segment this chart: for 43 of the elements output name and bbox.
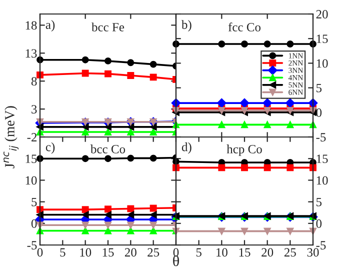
x-tick-label: 15 bbox=[239, 248, 250, 257]
y-tick-label: 8 bbox=[31, 77, 37, 86]
x-tick-label: 25 bbox=[148, 248, 160, 257]
y-tick-label: -5 bbox=[316, 241, 326, 250]
y-tick-label: 15 bbox=[26, 154, 37, 164]
x-tick-label: 0 bbox=[37, 248, 43, 257]
y-tick-label: -2 bbox=[27, 133, 37, 142]
y-axis-title: J$^{nc}$$_{ij}$ (meV) bbox=[4, 106, 19, 168]
y-tick-label: 3 bbox=[32, 105, 37, 114]
x-tick-label: 20 bbox=[124, 248, 136, 257]
x-tick-label: 30 bbox=[307, 248, 319, 257]
text: hcp Co bbox=[226, 144, 262, 156]
x-tick-label: 10 bbox=[80, 248, 92, 257]
text: fcc Co bbox=[228, 22, 261, 32]
y-tick-label: 10 bbox=[316, 59, 328, 68]
annotation: a) bbox=[46, 20, 55, 32]
x-tick-label: 25 bbox=[284, 248, 296, 257]
y-tick-label: 5 bbox=[316, 198, 322, 206]
x-tick-label: 20 bbox=[262, 248, 274, 257]
annotation: d) bbox=[182, 142, 192, 154]
y-tick-label: 13 bbox=[26, 49, 37, 58]
y-tick-label: 10 bbox=[316, 176, 328, 185]
y-tick-label: 5 bbox=[316, 84, 322, 92]
chart-title: bcc Co bbox=[90, 144, 126, 154]
y-tick-label: 10 bbox=[26, 176, 37, 185]
x-axis-title: θ bbox=[173, 255, 180, 266]
annotation: b) bbox=[181, 20, 192, 32]
y-tick-label: 15 bbox=[316, 34, 328, 44]
y-tick-label: 0 bbox=[316, 219, 322, 228]
x-tick-label: 10 bbox=[216, 248, 228, 257]
x-tick-label: 0 bbox=[173, 248, 179, 257]
x-tick-label: 5 bbox=[60, 248, 66, 257]
x-tick-label: 5 bbox=[196, 248, 202, 257]
y-tick-label: -5 bbox=[316, 133, 326, 142]
y-tick-label: 5 bbox=[32, 198, 37, 206]
x-tick-label: 15 bbox=[102, 248, 114, 257]
y-tick-label: 20 bbox=[316, 10, 328, 18]
annotation: c) bbox=[46, 142, 55, 154]
y-tick-label: 15 bbox=[316, 154, 328, 164]
y-tick-label: -5 bbox=[27, 241, 37, 250]
y-tick-label: 18 bbox=[26, 21, 37, 30]
text: bcc Fe bbox=[92, 22, 124, 32]
y-tick-label: 0 bbox=[31, 219, 37, 228]
